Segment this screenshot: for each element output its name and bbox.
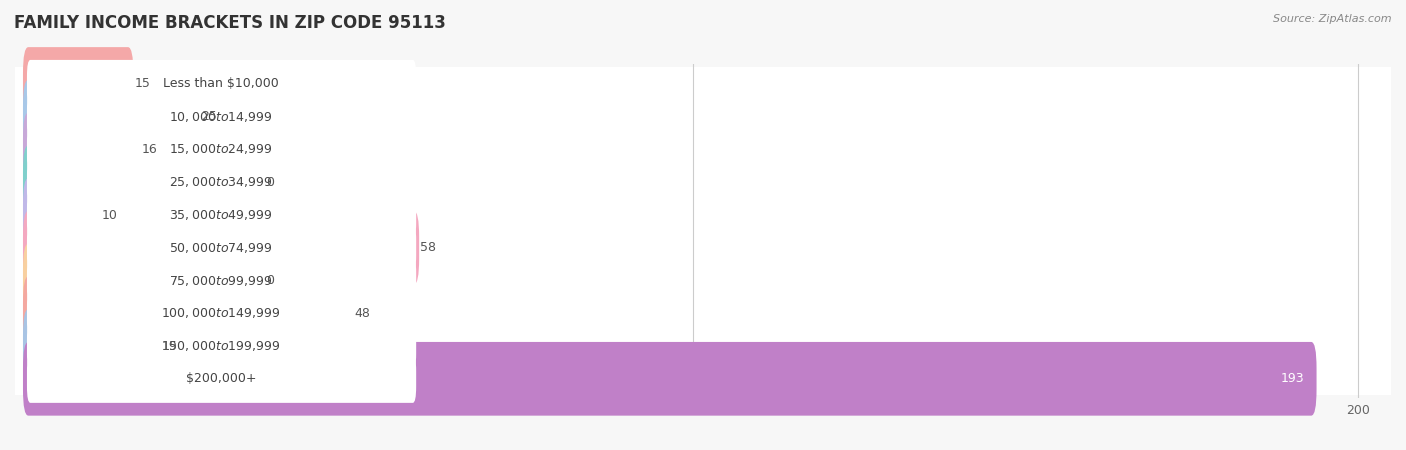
FancyBboxPatch shape [22,80,200,153]
FancyBboxPatch shape [15,68,1391,100]
Text: 25: 25 [201,110,217,123]
FancyBboxPatch shape [27,60,416,108]
Text: 0: 0 [266,274,274,287]
Text: 10: 10 [101,208,117,221]
FancyBboxPatch shape [27,158,416,207]
Text: 58: 58 [420,241,436,254]
FancyBboxPatch shape [27,191,416,239]
FancyBboxPatch shape [22,178,100,252]
FancyBboxPatch shape [15,231,1391,264]
Text: 48: 48 [354,307,370,320]
Text: $15,000 to $24,999: $15,000 to $24,999 [169,143,273,157]
Text: $10,000 to $14,999: $10,000 to $14,999 [169,110,273,124]
FancyBboxPatch shape [15,264,1391,297]
FancyBboxPatch shape [22,47,134,121]
Text: Less than $10,000: Less than $10,000 [163,77,278,90]
FancyBboxPatch shape [27,322,416,370]
FancyBboxPatch shape [22,112,141,186]
FancyBboxPatch shape [27,256,416,305]
FancyBboxPatch shape [22,309,160,383]
FancyBboxPatch shape [22,342,1316,416]
Text: $75,000 to $99,999: $75,000 to $99,999 [169,274,273,288]
Text: 193: 193 [1281,372,1305,385]
Text: $200,000+: $200,000+ [186,372,256,385]
Text: $25,000 to $34,999: $25,000 to $34,999 [169,175,273,189]
FancyBboxPatch shape [15,100,1391,133]
FancyBboxPatch shape [15,329,1391,363]
Text: $100,000 to $149,999: $100,000 to $149,999 [162,306,281,320]
FancyBboxPatch shape [22,276,353,350]
FancyBboxPatch shape [15,166,1391,199]
FancyBboxPatch shape [22,211,419,284]
Text: FAMILY INCOME BRACKETS IN ZIP CODE 95113: FAMILY INCOME BRACKETS IN ZIP CODE 95113 [14,14,446,32]
FancyBboxPatch shape [27,126,416,174]
Text: 16: 16 [141,143,157,156]
Text: 19: 19 [162,340,177,352]
FancyBboxPatch shape [27,93,416,141]
Text: $50,000 to $74,999: $50,000 to $74,999 [169,241,273,255]
FancyBboxPatch shape [15,362,1391,396]
FancyBboxPatch shape [27,355,416,403]
Text: $35,000 to $49,999: $35,000 to $49,999 [169,208,273,222]
Text: Source: ZipAtlas.com: Source: ZipAtlas.com [1274,14,1392,23]
FancyBboxPatch shape [27,224,416,272]
Text: 0: 0 [266,176,274,189]
Text: $150,000 to $199,999: $150,000 to $199,999 [162,339,281,353]
FancyBboxPatch shape [22,243,264,317]
FancyBboxPatch shape [15,297,1391,330]
FancyBboxPatch shape [27,289,416,338]
FancyBboxPatch shape [15,198,1391,232]
FancyBboxPatch shape [15,133,1391,166]
Text: 15: 15 [135,77,150,90]
FancyBboxPatch shape [22,145,264,219]
